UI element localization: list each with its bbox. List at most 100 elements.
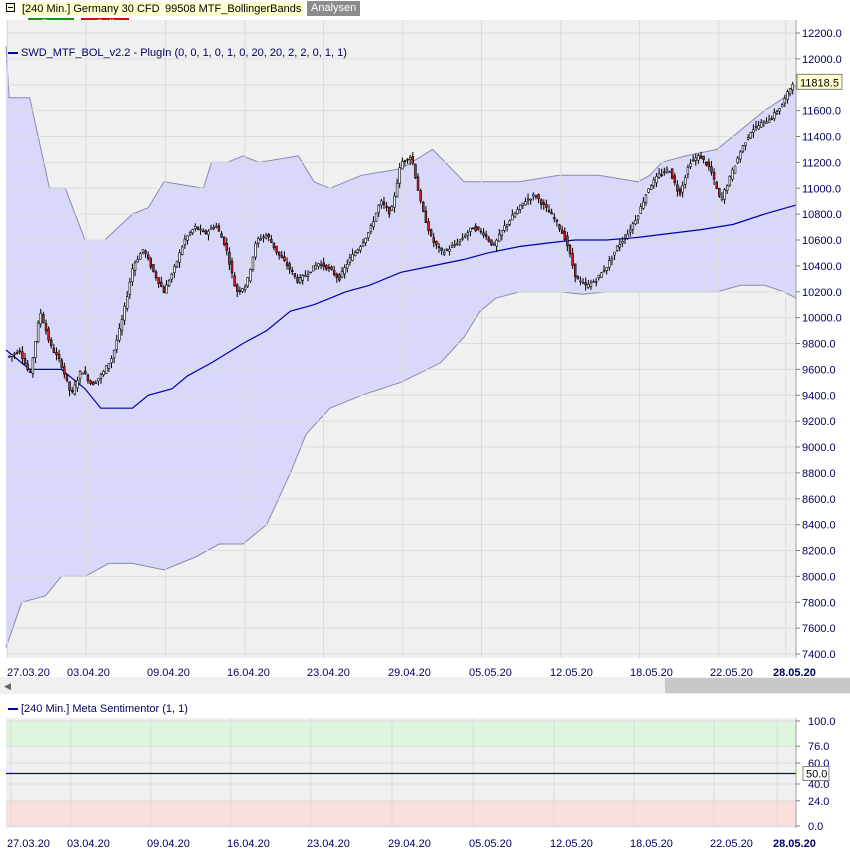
candle-body: [298, 277, 302, 284]
candle-body: [697, 155, 700, 161]
candle-body: [453, 244, 456, 246]
collapse-icon[interactable]: [6, 3, 15, 12]
candle-body: [408, 157, 412, 161]
candle-body: [382, 201, 386, 206]
candle-body: [466, 232, 470, 236]
candle-body: [581, 282, 585, 284]
x-tick-label: 29.04.20: [388, 667, 431, 679]
candle-body: [600, 272, 603, 278]
candle-body: [44, 323, 48, 332]
y-tick-label: 10000.0: [802, 313, 842, 325]
candle-body: [479, 230, 483, 233]
horizontal-scrollbar[interactable]: [0, 677, 850, 694]
candle-body: [513, 212, 517, 218]
candle-body: [178, 252, 181, 263]
candle-body: [574, 263, 577, 278]
candle-body: [283, 256, 286, 261]
candle-body: [125, 296, 129, 309]
sentiment-x-tick-label: 28.05.20: [773, 838, 816, 850]
bollinger-band-fill: [6, 45, 796, 648]
candle-body: [36, 322, 40, 343]
candle-body: [749, 132, 752, 139]
candle-body: [429, 229, 433, 237]
y-tick-label: 10600.0: [802, 235, 842, 247]
candle-body: [55, 352, 58, 356]
sentiment-y-tick-label: 24.0: [808, 796, 829, 808]
sentiment-x-tick-label: 03.04.20: [67, 838, 110, 850]
candle-body: [230, 260, 234, 274]
candle-body: [403, 160, 407, 162]
candle-body: [786, 91, 789, 100]
candle-body: [228, 251, 231, 265]
candle-body: [369, 225, 373, 232]
candle-body: [118, 328, 121, 341]
candle-body: [175, 260, 179, 268]
candle-body: [367, 232, 370, 238]
candle-body: [110, 358, 113, 364]
candle-body: [440, 247, 443, 251]
candle-body: [194, 226, 197, 229]
candle-body: [10, 354, 14, 357]
candle-body: [309, 271, 312, 274]
candle-body: [770, 118, 773, 120]
candle-body: [775, 111, 779, 114]
candle-body: [699, 155, 703, 159]
candle-body: [406, 158, 409, 161]
candle-body: [615, 245, 619, 251]
candle-body: [306, 274, 310, 277]
candle-body: [254, 243, 257, 258]
price-chart[interactable]: 12200.012000.011800.011600.011400.011200…: [0, 0, 850, 700]
scroll-left-arrow-icon[interactable]: ◀: [4, 681, 11, 691]
candle-body: [141, 249, 145, 253]
sentiment-x-tick-label: 22.05.20: [710, 838, 753, 850]
candle-body: [267, 233, 270, 238]
analysen-button[interactable]: Analysen: [307, 1, 361, 16]
sentiment-x-tick-label: 23.04.20: [307, 838, 350, 850]
y-tick-label: 10400.0: [802, 261, 842, 273]
candle-body: [181, 246, 184, 255]
candle-body: [123, 305, 126, 321]
candle-body: [243, 286, 247, 290]
candle-body: [380, 200, 383, 206]
candle-body: [477, 226, 480, 230]
candle-body: [655, 176, 658, 183]
candle-body: [356, 249, 359, 254]
candle-body: [746, 137, 750, 140]
candle-body: [587, 283, 590, 288]
candle-body: [372, 221, 375, 228]
candle-body: [602, 270, 606, 273]
scrollbar-thumb[interactable]: [665, 678, 850, 693]
sentiment-indicator-label: [240 Min.] Meta Sentimentor (1, 1): [21, 703, 188, 715]
candle-body: [86, 374, 90, 382]
candle-body: [463, 235, 467, 238]
candle-body: [343, 267, 346, 275]
candle-body: [84, 370, 87, 375]
candle-body: [31, 357, 35, 374]
candle-body: [505, 224, 509, 227]
candle-body: [639, 206, 642, 214]
candle-body: [91, 381, 95, 386]
x-tick-label: 22.05.20: [710, 667, 753, 679]
candle-body: [733, 165, 737, 174]
candle-body: [608, 260, 611, 268]
candle-body: [642, 201, 645, 209]
candle-body: [576, 275, 580, 280]
candle-body: [715, 181, 718, 189]
indicator-line-icon: [8, 708, 18, 711]
candle-body: [351, 254, 354, 261]
candle-body: [754, 125, 758, 128]
candle-body: [668, 171, 671, 174]
candle-body: [154, 271, 158, 279]
candle-body: [623, 238, 627, 240]
candle-body: [736, 157, 739, 164]
candle-body: [765, 121, 768, 124]
price-indicator-legend: SWD_MTF_BOL_v2.2 - PlugIn (0, 0, 1, 0, 1…: [8, 47, 347, 59]
candle-body: [589, 282, 593, 287]
sentiment-x-tick-label: 12.05.20: [550, 838, 593, 850]
x-tick-label: 28.05.20: [773, 667, 816, 679]
y-tick-label: 8400.0: [802, 520, 836, 532]
candle-body: [684, 177, 687, 185]
y-tick-label: 8000.0: [802, 571, 836, 583]
candle-body: [437, 246, 441, 248]
